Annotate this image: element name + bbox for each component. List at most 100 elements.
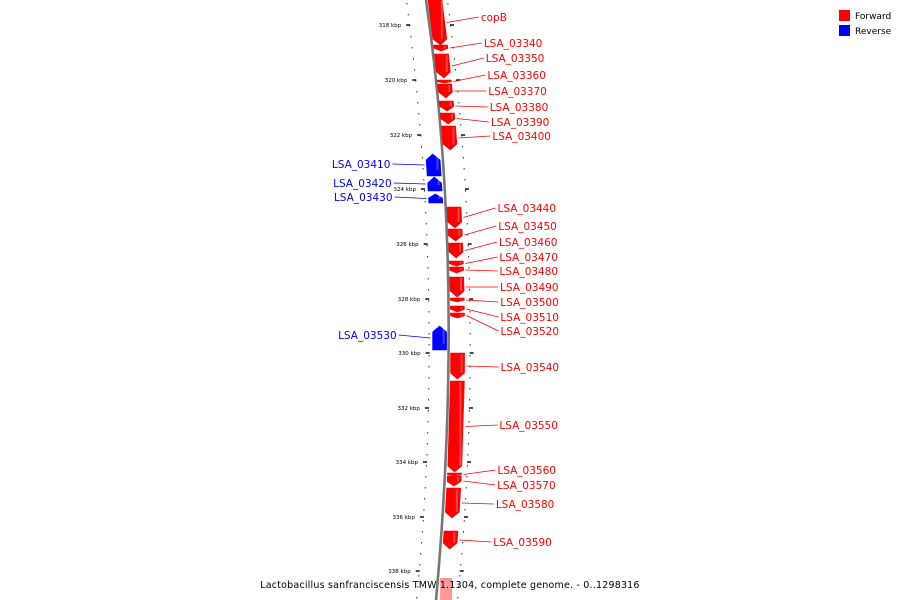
minor-tick xyxy=(409,25,411,27)
minor-tick xyxy=(469,355,471,357)
gene-arrow xyxy=(446,475,462,487)
gene-connector xyxy=(453,74,486,82)
minor-tick xyxy=(458,586,460,588)
gene-arrow xyxy=(441,125,458,151)
gene-highlight xyxy=(436,155,439,170)
minor-tick xyxy=(458,102,460,104)
gene-highlight xyxy=(438,195,441,199)
minor-tick xyxy=(425,465,427,467)
gene-connector xyxy=(449,42,482,49)
gene-label: LSA_03420 xyxy=(333,178,392,190)
minor-tick xyxy=(426,234,428,236)
minor-tick xyxy=(466,476,468,478)
gene-label: LSA_03580 xyxy=(496,499,555,511)
legend: Forward Reverse xyxy=(839,10,892,37)
gene-connector xyxy=(465,424,498,427)
gene-label: LSA_03400 xyxy=(492,131,551,143)
minor-tick xyxy=(420,553,422,555)
gene-connector xyxy=(446,16,479,23)
minor-tick xyxy=(426,443,428,445)
minor-tick xyxy=(424,201,426,203)
legend-forward-label: Forward xyxy=(855,12,891,22)
minor-tick xyxy=(418,575,420,577)
minor-tick xyxy=(428,377,430,379)
minor-tick xyxy=(468,421,470,423)
tick-label: 318 kbp xyxy=(379,23,402,29)
minor-tick xyxy=(465,190,467,192)
minor-tick xyxy=(406,3,408,5)
minor-tick xyxy=(416,91,418,93)
minor-tick xyxy=(465,498,467,500)
gene-label: LSA_03430 xyxy=(334,192,393,204)
minor-tick xyxy=(426,245,428,247)
gene-arrow xyxy=(432,325,447,351)
minor-tick xyxy=(469,377,471,379)
gene-highlight xyxy=(447,81,450,82)
minor-tick xyxy=(465,201,467,203)
minor-tick xyxy=(447,3,449,5)
minor-tick xyxy=(410,36,412,38)
minor-tick xyxy=(422,168,424,170)
minor-tick xyxy=(421,157,423,159)
gene-highlight xyxy=(458,230,461,236)
minor-tick xyxy=(423,509,425,511)
gene-arrow xyxy=(449,305,465,313)
gene-arrow xyxy=(433,44,449,52)
legend-forward-swatch xyxy=(839,10,850,21)
gene-label: LSA_03450 xyxy=(498,221,557,233)
minor-tick xyxy=(428,366,430,368)
gene-label: LSA_03530 xyxy=(338,330,397,342)
gene-highlight xyxy=(437,178,440,185)
genome-caption: Lactobacillus sanfranciscensis TMW 1.130… xyxy=(260,580,639,591)
minor-tick xyxy=(428,344,430,346)
gene-connector xyxy=(466,315,499,332)
minor-tick xyxy=(466,212,468,214)
minor-tick xyxy=(420,135,422,137)
genome-backbone xyxy=(424,0,450,600)
gene-label: LSA_03380 xyxy=(490,102,549,114)
gene-label: LSA_03440 xyxy=(498,203,557,215)
gene-arrow xyxy=(428,193,444,204)
minor-tick xyxy=(424,487,426,489)
gene-arrow xyxy=(446,206,463,229)
minor-tick xyxy=(467,234,469,236)
minor-tick xyxy=(424,498,426,500)
gene-highlight xyxy=(459,278,462,291)
minor-tick xyxy=(469,366,471,368)
gene-highlight xyxy=(440,1,443,39)
minor-tick xyxy=(428,322,430,324)
minor-tick xyxy=(467,245,469,247)
gene-highlight xyxy=(455,489,458,512)
gene-connector xyxy=(392,163,425,166)
gene-arrow xyxy=(434,53,451,79)
gene-highlight xyxy=(449,102,452,107)
tick-label: 336 kbp xyxy=(393,515,416,521)
tick-label: 326 kbp xyxy=(396,242,419,248)
gene-arrow-partial xyxy=(440,578,453,600)
minor-tick xyxy=(424,190,426,192)
minor-tick xyxy=(427,256,429,258)
minor-tick xyxy=(457,91,459,93)
gene-highlight xyxy=(459,382,462,466)
gene-label: LSA_03570 xyxy=(497,480,556,492)
minor-tick xyxy=(466,223,468,225)
major-ticks: 318 kbp 320 kbp 322 kbp 324 kbp 326 kbp 328 k… xyxy=(379,23,474,575)
gene-connector xyxy=(461,502,494,505)
gene-highlight xyxy=(445,55,448,72)
gene-connector xyxy=(463,469,496,475)
gene-connector xyxy=(465,269,498,272)
minor-tick xyxy=(428,388,430,390)
gene-labels: copB LSA_03340 LSA_03350 LSA_03360 LSA_03370… xyxy=(332,12,559,549)
minor-tick xyxy=(414,69,416,71)
minor-tick xyxy=(459,113,461,115)
gene-highlight xyxy=(459,268,462,271)
gene-arrow xyxy=(438,100,455,112)
gene-arrow xyxy=(449,297,465,303)
gene-connector xyxy=(463,480,496,486)
gene-label: LSA_03480 xyxy=(500,266,559,278)
minor-tick xyxy=(465,487,467,489)
gene-connector xyxy=(464,225,497,236)
gene-label: LSA_03490 xyxy=(500,282,559,294)
minor-tick xyxy=(468,432,470,434)
gene-label: copB xyxy=(481,12,507,24)
